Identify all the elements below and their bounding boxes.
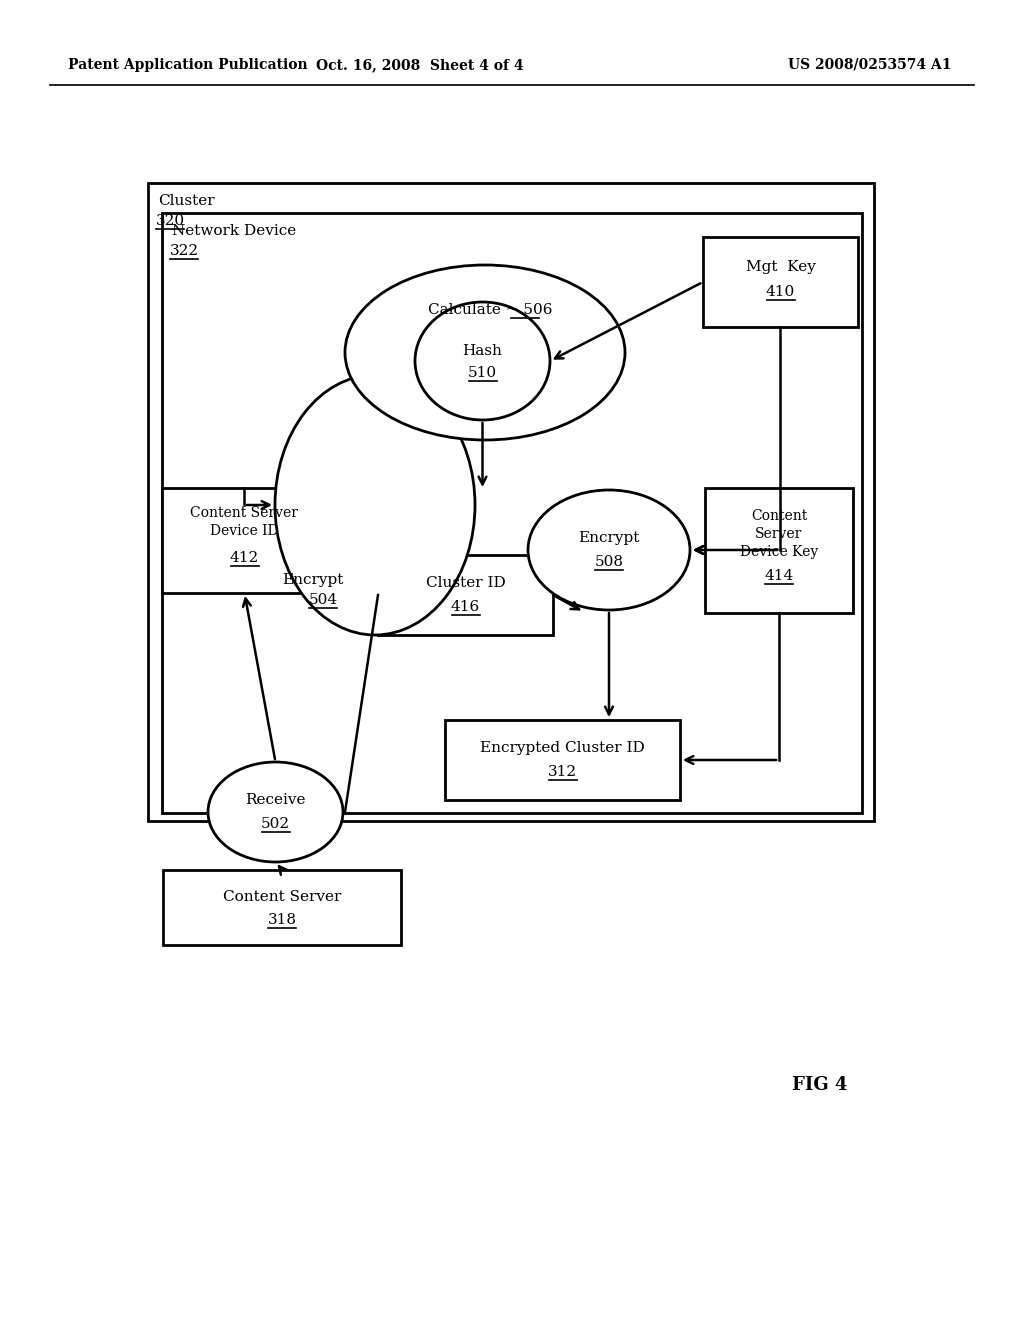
Text: US 2008/0253574 A1: US 2008/0253574 A1 <box>788 58 951 73</box>
Text: Oct. 16, 2008  Sheet 4 of 4: Oct. 16, 2008 Sheet 4 of 4 <box>316 58 524 73</box>
Text: Content: Content <box>751 510 807 523</box>
Bar <box>162 213 862 813</box>
Text: Encrypt: Encrypt <box>579 531 640 545</box>
Bar <box>378 554 553 635</box>
Text: Encrypted Cluster ID: Encrypted Cluster ID <box>480 741 645 755</box>
Text: FIG 4: FIG 4 <box>793 1076 848 1094</box>
Text: 510: 510 <box>468 366 497 380</box>
Text: 412: 412 <box>229 550 259 565</box>
Text: 416: 416 <box>451 601 480 614</box>
Bar <box>705 488 853 612</box>
Text: Mgt  Key: Mgt Key <box>745 260 815 275</box>
Text: Hash: Hash <box>463 345 503 358</box>
Text: Content Server: Content Server <box>190 506 299 520</box>
Text: Device Key: Device Key <box>740 545 818 558</box>
Text: Content Server: Content Server <box>223 890 341 904</box>
Text: Receive: Receive <box>246 793 306 807</box>
Text: 410: 410 <box>766 285 795 300</box>
Text: Cluster ID: Cluster ID <box>426 576 506 590</box>
Bar <box>148 183 874 821</box>
Ellipse shape <box>528 490 690 610</box>
Text: 322: 322 <box>169 244 199 257</box>
Text: Patent Application Publication: Patent Application Publication <box>68 58 307 73</box>
Bar <box>445 719 680 800</box>
Text: Network Device: Network Device <box>172 224 296 238</box>
Bar <box>703 238 858 327</box>
Text: Cluster: Cluster <box>158 194 215 209</box>
Text: Device ID: Device ID <box>210 524 279 539</box>
Text: 318: 318 <box>267 913 297 927</box>
Ellipse shape <box>345 265 625 440</box>
Text: Calculate ~ 506: Calculate ~ 506 <box>428 304 552 317</box>
Text: 508: 508 <box>595 554 624 569</box>
Bar <box>162 488 327 593</box>
Text: 502: 502 <box>261 817 290 832</box>
Ellipse shape <box>415 302 550 420</box>
Bar <box>163 870 401 945</box>
Text: 504: 504 <box>308 593 338 607</box>
Text: Encrypt: Encrypt <box>283 573 344 587</box>
Text: Server: Server <box>756 527 803 541</box>
Text: 414: 414 <box>764 569 794 583</box>
Text: 312: 312 <box>548 766 578 779</box>
Text: 320: 320 <box>156 214 184 228</box>
Ellipse shape <box>275 375 475 635</box>
Ellipse shape <box>208 762 343 862</box>
